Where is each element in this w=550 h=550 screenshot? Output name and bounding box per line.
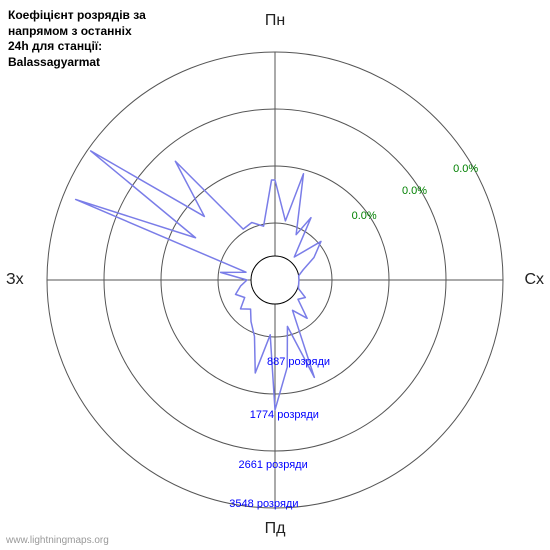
axis-south: Пд: [265, 520, 286, 538]
axis-north: Пн: [265, 12, 285, 30]
chart-title: Коефіцієнт розрядів за напрямом з останн…: [8, 8, 148, 70]
discharge-label-2: 2661 розряди: [239, 459, 308, 471]
pct-label-1: 0.0%: [402, 185, 427, 197]
axis-west: Зх: [6, 271, 24, 289]
pct-label-2: 0.0%: [453, 163, 478, 175]
discharge-label-1: 1774 розряди: [250, 409, 319, 421]
footer-text: www.lightningmaps.org: [6, 535, 109, 546]
discharge-label-0: 887 розряди: [267, 356, 330, 368]
discharge-label-3: 3548 розряди: [229, 498, 298, 510]
axis-east: Сх: [524, 271, 544, 289]
pct-label-0: 0.0%: [352, 210, 377, 222]
